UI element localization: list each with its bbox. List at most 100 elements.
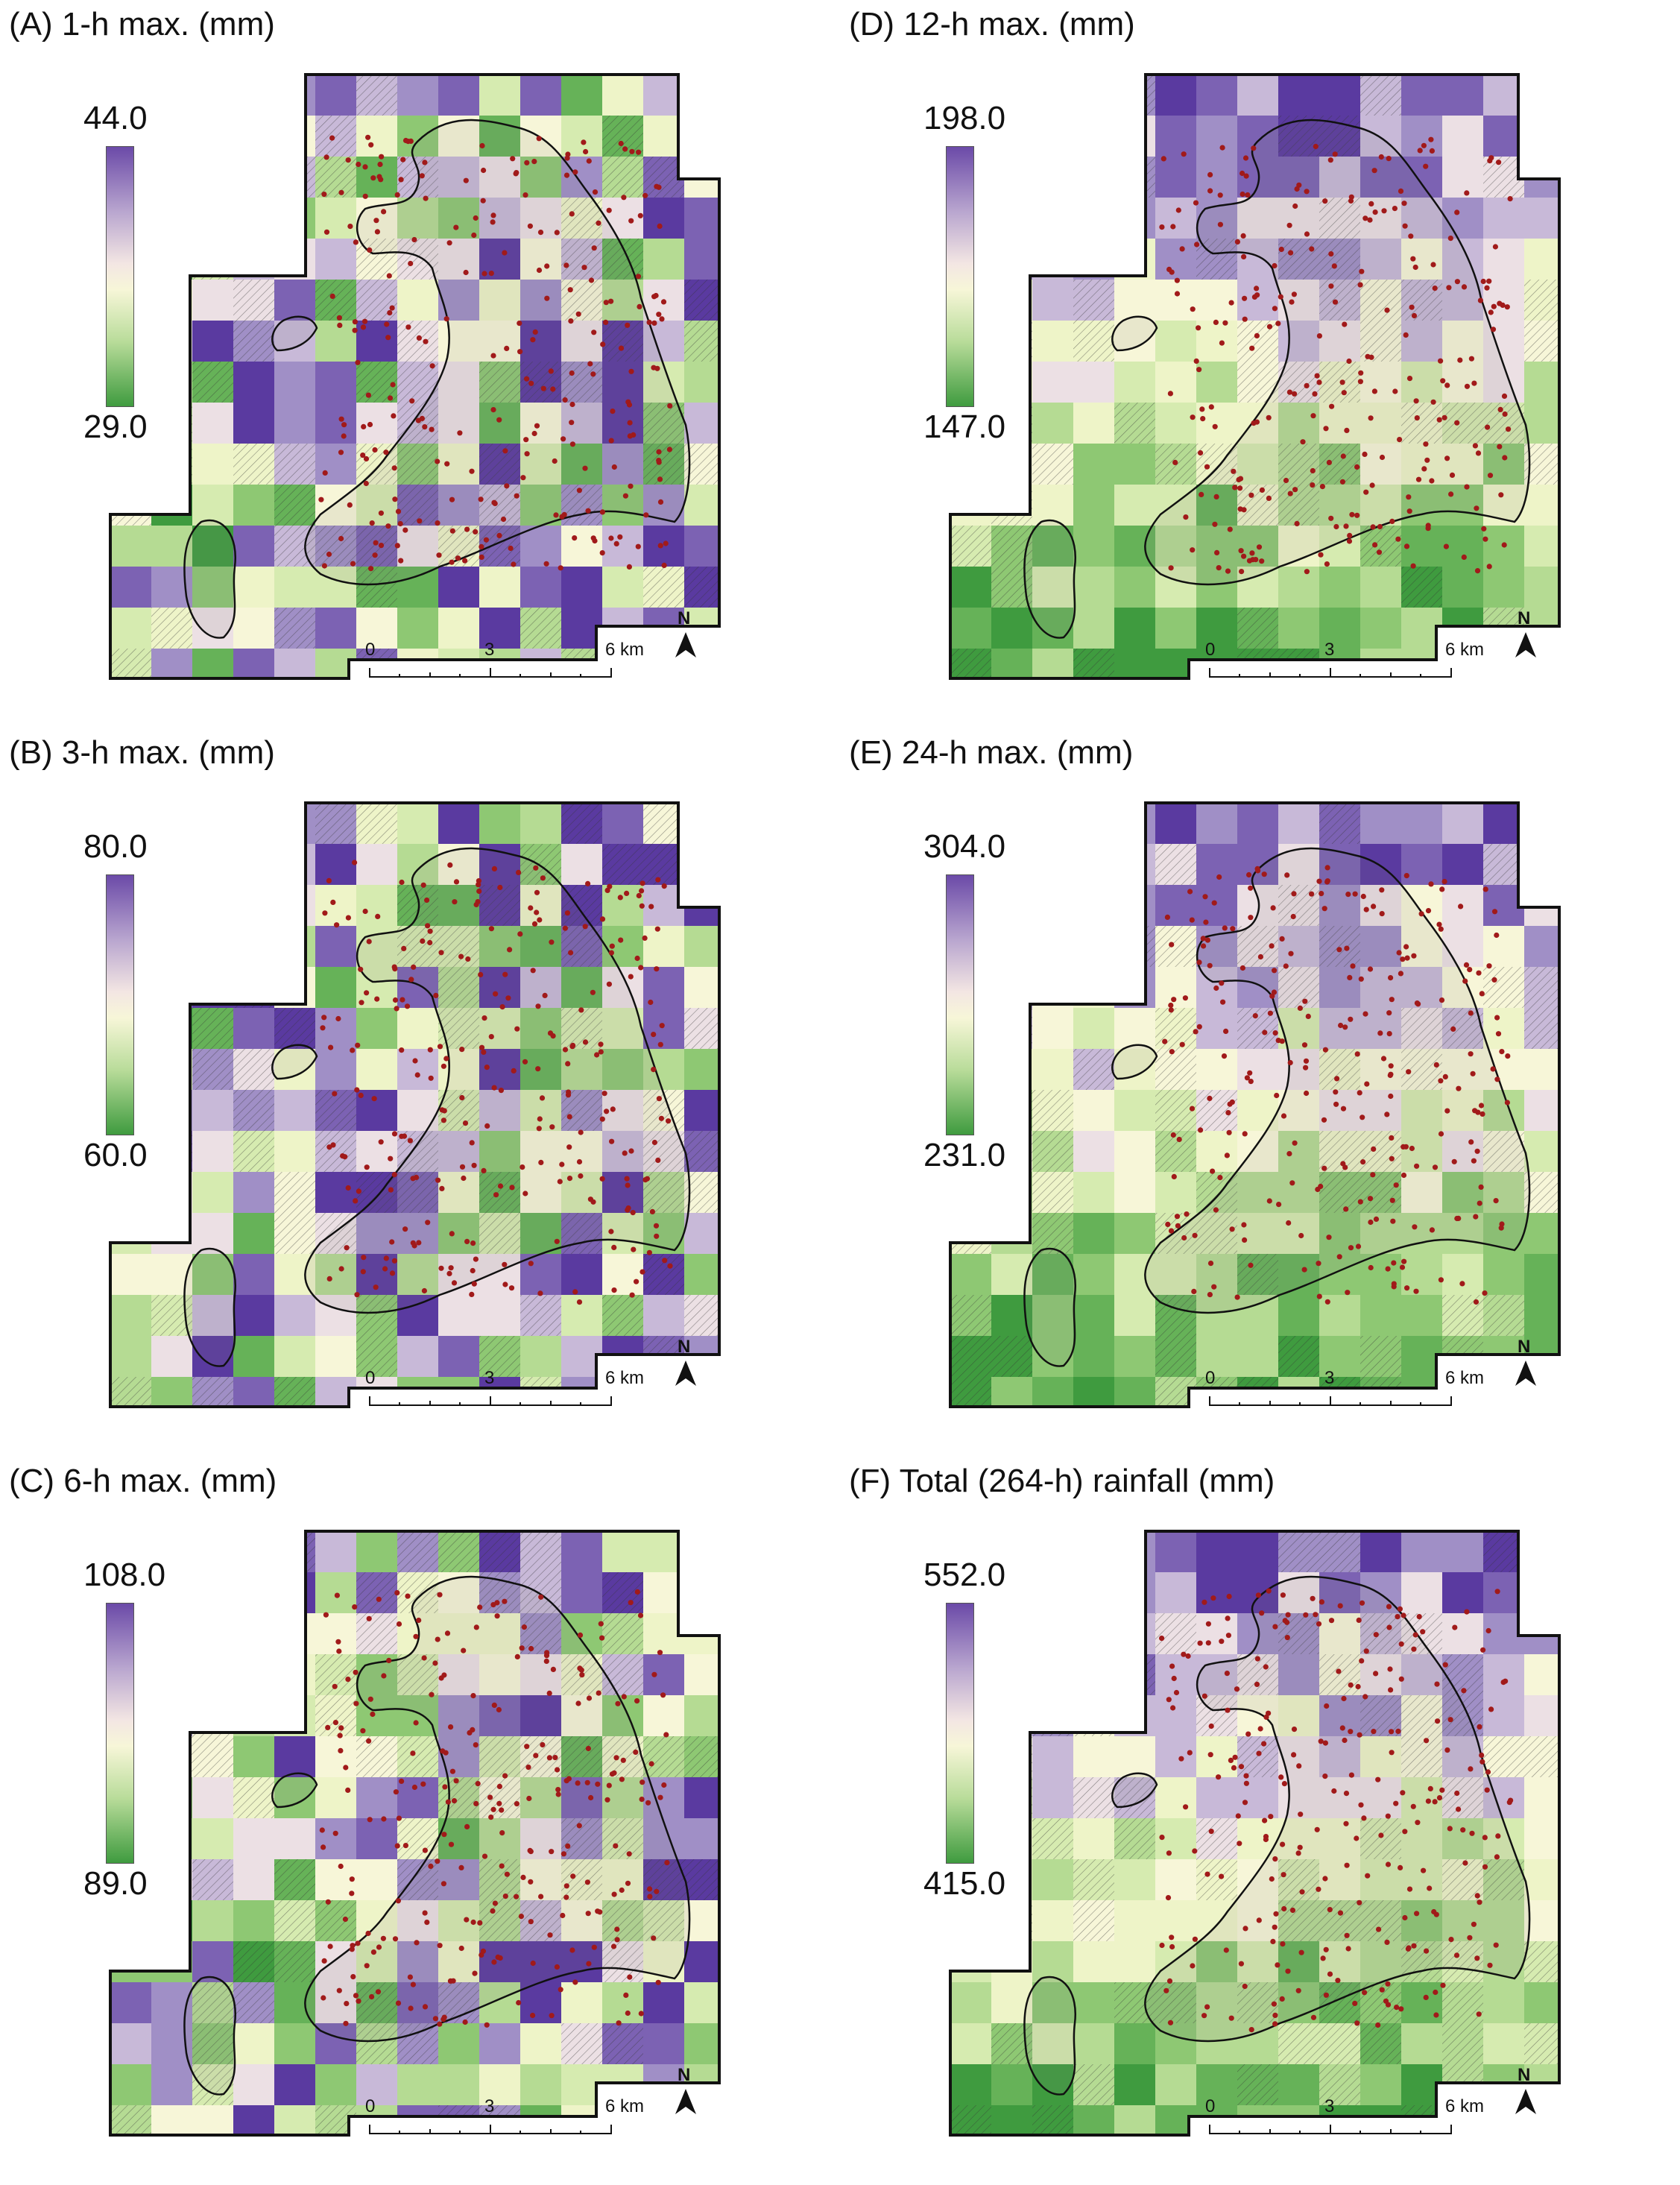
grid-cell	[643, 1695, 684, 1736]
grid-cell	[1032, 1654, 1073, 1695]
landslide-point	[410, 1750, 416, 1756]
landslide-point	[1219, 980, 1225, 986]
landslide-point	[437, 1044, 443, 1050]
landslide-point	[1381, 208, 1387, 214]
landslide-point	[1398, 2006, 1404, 2012]
landslide-point	[558, 1987, 563, 1993]
grid-cell	[950, 1049, 991, 1090]
grid-cell	[1442, 1900, 1483, 1941]
landslide-point	[563, 262, 569, 268]
landslide-point	[1168, 565, 1174, 571]
grid-cell	[1237, 885, 1278, 926]
landslide-point	[440, 1063, 447, 1069]
islet-coastline	[1111, 315, 1158, 352]
hatched-cell	[602, 1941, 643, 1982]
hatched-cell	[192, 1049, 233, 1090]
landslide-point	[1237, 485, 1243, 491]
grid-cell	[520, 1859, 561, 1900]
landslide-point	[1316, 1261, 1321, 1267]
grid-cell	[1032, 567, 1073, 608]
grid-cell	[1032, 1982, 1073, 2023]
landslide-point	[1270, 1938, 1276, 1944]
landslide-point	[1207, 1752, 1213, 1758]
grid-cell	[479, 1818, 520, 1859]
landslide-point	[1354, 464, 1360, 470]
grid-cell	[151, 1736, 192, 1777]
landslide-point	[1211, 1284, 1217, 1290]
landslide-point	[1246, 871, 1252, 878]
landslide-point	[630, 1210, 636, 1216]
landslide-point	[412, 1058, 418, 1064]
landslide-point	[413, 1720, 419, 1726]
landslide-point	[1179, 1041, 1185, 1047]
panel-title: (C) 6-h max. (mm)	[9, 1463, 277, 1499]
landslide-point	[1249, 550, 1255, 556]
landslide-point	[1243, 1780, 1249, 1786]
landslide-point	[443, 1056, 449, 1062]
landslide-point	[455, 555, 461, 561]
landslide-point	[405, 1593, 411, 1599]
landslide-point	[1412, 1224, 1418, 1230]
landslide-point	[336, 1648, 342, 1654]
hatched-cell	[479, 885, 520, 926]
landslide-point	[1403, 1144, 1409, 1150]
landslide-point	[1305, 1013, 1311, 1019]
landslide-point	[1425, 908, 1432, 914]
landslide-point	[459, 1094, 465, 1101]
landslide-point	[321, 1958, 327, 1964]
landslide-point	[1207, 171, 1213, 177]
landslide-point	[1165, 1221, 1171, 1227]
landslide-point	[1361, 1815, 1367, 1821]
grid-cell	[1196, 362, 1237, 403]
grid-cell	[1237, 1531, 1278, 1572]
landslide-point	[622, 146, 628, 152]
landslide-point	[1357, 1199, 1363, 1205]
landslide-point	[329, 135, 335, 141]
landslide-point	[355, 359, 361, 365]
hatched-cell	[602, 1613, 643, 1654]
grid-cell	[479, 844, 520, 885]
grid-cell	[1032, 1695, 1073, 1736]
grid-cell	[192, 1613, 233, 1654]
rainfall-map	[949, 801, 1561, 1408]
landslide-point	[1207, 1292, 1213, 1298]
landslide-point	[1505, 1053, 1511, 1059]
grid-cell	[1483, 1090, 1524, 1131]
grid-cell	[315, 1531, 356, 1572]
hatched-cell	[233, 1941, 274, 1982]
landslide-point	[490, 212, 496, 218]
hatched-cell	[1237, 1254, 1278, 1295]
landslide-point	[1261, 871, 1267, 877]
landslide-point	[591, 1944, 597, 1950]
landslide-point	[327, 1943, 333, 1949]
landslide-point	[1423, 163, 1429, 169]
landslide-point	[491, 1959, 497, 1965]
landslide-point	[625, 1182, 631, 1188]
landslide-point	[1248, 492, 1254, 498]
grid-cell	[1073, 239, 1114, 280]
grid-cell	[1155, 485, 1196, 526]
landslide-point	[1502, 411, 1508, 417]
hatched-cell	[356, 1736, 397, 1777]
hatched-cell	[1032, 444, 1073, 485]
landslide-point	[1254, 332, 1260, 338]
grid-cell	[1401, 2023, 1442, 2064]
landslide-point	[624, 890, 630, 896]
landslide-point	[408, 977, 414, 983]
grid-cell	[151, 444, 192, 485]
grid-cell	[192, 1900, 233, 1941]
landslide-point	[530, 968, 536, 974]
landslide-point	[337, 1732, 343, 1738]
hatched-cell	[1524, 321, 1559, 362]
hatched-cell	[1483, 1295, 1524, 1336]
landslide-point	[459, 1164, 466, 1170]
landslide-point	[657, 499, 664, 505]
hatched-cell	[397, 321, 438, 362]
hatched-cell	[1155, 1049, 1196, 1090]
landslide-point	[603, 319, 609, 325]
landslide-point	[1234, 239, 1240, 245]
landslide-point	[1213, 494, 1219, 500]
landslide-point	[1385, 1861, 1392, 1867]
landslide-point	[405, 324, 411, 330]
landslide-point	[1286, 389, 1292, 395]
